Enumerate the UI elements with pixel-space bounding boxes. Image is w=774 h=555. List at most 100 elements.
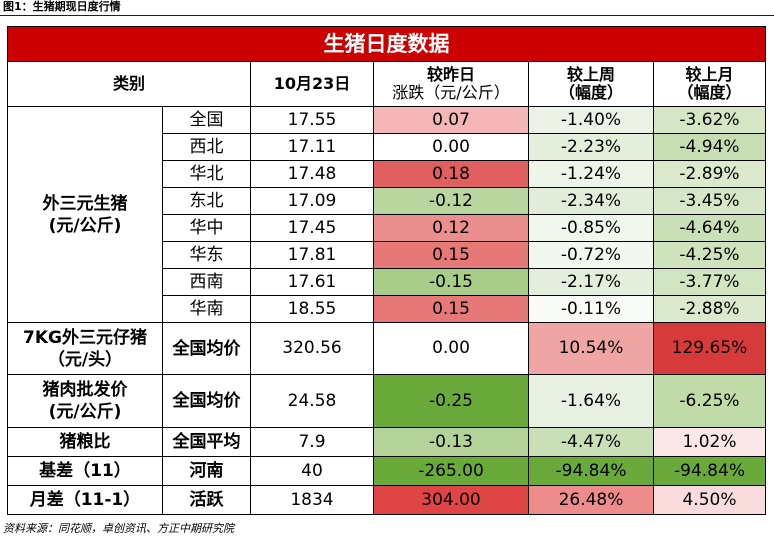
price-cell: 17.55	[250, 106, 374, 134]
header-day-change-line1: 较昨日	[426, 65, 475, 84]
source-note: 资料来源：同花顺，卓创资讯、方正中期研究院	[3, 522, 234, 535]
price-cell: 17.11	[250, 133, 374, 161]
title-rule	[0, 15, 774, 16]
price-cell: 18.55	[250, 295, 374, 323]
header-month-change: 较上月 （幅度）	[653, 61, 766, 107]
header-week-change: 较上周 （幅度）	[528, 61, 654, 107]
region-cell: 华南	[162, 295, 251, 323]
region-cell: 华北	[162, 160, 251, 188]
week-change-cell: -2.17%	[528, 268, 654, 296]
table-row-pork: 猪肉批发价 (元/公斤) 全国均价 24.58 -0.25 -1.64% -6.…	[7, 374, 766, 428]
price-cell: 17.48	[250, 160, 374, 188]
category-hog-line2: (元/公斤)	[48, 215, 122, 236]
week-change-cell: -0.72%	[528, 241, 654, 269]
day-change-cell: 0.07	[373, 106, 529, 134]
table-row: 外三元生猪 (元/公斤) 全国 17.55 0.07 -1.40% -3.62%	[7, 106, 766, 323]
category-pork-line1: 猪肉批发价	[42, 380, 128, 400]
week-change-cell: -0.11%	[528, 295, 654, 323]
day-change-cell: 0.12	[373, 214, 529, 242]
region-cell: 东北	[162, 187, 251, 215]
price-cell: 320.56	[250, 322, 374, 375]
region-cell: 西南	[162, 268, 251, 296]
month-change-cell: -4.64%	[653, 214, 766, 242]
month-change-cell: -3.45%	[653, 187, 766, 215]
category-hog: 外三元生猪 (元/公斤)	[7, 106, 163, 323]
month-change-cell: -3.77%	[653, 268, 766, 296]
month-change-cell: 4.50%	[653, 485, 766, 515]
table-row: 华南 18.55 0.15 -0.11% -2.88%	[8, 295, 766, 323]
region-cell: 全国平均	[162, 427, 251, 457]
region-cell: 河南	[162, 456, 251, 486]
table-row-basis: 基差（11） 河南 40 -265.00 -94.84% -94.84%	[7, 456, 766, 486]
day-change-cell: 0.00	[373, 133, 529, 161]
header-day-change-line2: 涨跌（元/公斤）	[392, 83, 510, 102]
week-change-cell: -1.64%	[528, 374, 654, 428]
category-basis: 基差（11）	[7, 456, 163, 486]
price-cell: 7.9	[250, 427, 374, 457]
category-pork-line2: (元/公斤)	[48, 402, 122, 422]
table-header-row: 类别 10月23日 较昨日 涨跌（元/公斤） 较上周 （幅度） 较上月 （幅度）	[7, 61, 766, 107]
category-grain-ratio: 猪粮比	[7, 427, 163, 457]
month-change-cell: -2.88%	[653, 295, 766, 323]
table-banner-row: 生猪日度数据	[7, 26, 766, 62]
figure-title: 图1：生猪期现日度行情	[3, 0, 121, 13]
day-change-cell: 304.00	[373, 485, 529, 515]
header-month-change-line2: （幅度）	[677, 83, 742, 102]
price-cell: 1834	[250, 485, 374, 515]
region-cell: 全国	[162, 106, 251, 134]
week-change-cell: 10.54%	[528, 322, 654, 375]
table-row: 华中 17.45 0.12 -0.85% -4.64%	[8, 214, 766, 242]
hog-daily-table-wrapper: 生猪日度数据 类别 10月23日 较昨日 涨跌（元/公斤） 较上周 （幅度） 较…	[7, 26, 766, 515]
hog-daily-table: 生猪日度数据 类别 10月23日 较昨日 涨跌（元/公斤） 较上周 （幅度） 较…	[7, 26, 766, 515]
week-change-cell: -1.24%	[528, 160, 654, 188]
day-change-cell: 0.18	[373, 160, 529, 188]
week-change-cell: -94.84%	[528, 456, 654, 486]
month-change-cell: 1.02%	[653, 427, 766, 457]
price-cell: 17.61	[250, 268, 374, 296]
week-change-cell: -2.23%	[528, 133, 654, 161]
table-row: 西南 17.61 -0.15 -2.17% -3.77%	[8, 268, 766, 296]
category-pork: 猪肉批发价 (元/公斤)	[7, 374, 163, 428]
month-change-cell: 129.65%	[653, 322, 766, 375]
header-category: 类别	[7, 61, 251, 107]
header-day-change: 较昨日 涨跌（元/公斤）	[373, 61, 529, 107]
table-row: 华北 17.48 0.18 -1.24% -2.89%	[8, 160, 766, 188]
week-change-cell: -1.40%	[528, 106, 654, 134]
day-change-cell: 0.15	[373, 241, 529, 269]
header-date: 10月23日	[250, 61, 374, 107]
region-cell: 西北	[162, 133, 251, 161]
category-hog-line1: 外三元生猪	[42, 193, 128, 214]
month-change-cell: -4.25%	[653, 241, 766, 269]
category-piglet-line1: 7KG外三元仔猪	[23, 327, 147, 348]
header-week-change-line2: （幅度）	[558, 83, 623, 102]
table-row-grain-ratio: 猪粮比 全国平均 7.9 -0.13 -4.47% 1.02%	[7, 427, 766, 457]
day-change-cell: 0.15	[373, 295, 529, 323]
category-piglet-line2: （元/头）	[47, 349, 123, 370]
month-change-cell: -6.25%	[653, 374, 766, 428]
price-cell: 40	[250, 456, 374, 486]
header-month-change-line1: 较上月	[685, 65, 734, 84]
price-cell: 24.58	[250, 374, 374, 428]
month-change-cell: -94.84%	[653, 456, 766, 486]
day-change-cell: -0.25	[373, 374, 529, 428]
table-banner: 生猪日度数据	[7, 26, 766, 62]
table-row: 西北 17.11 0.00 -2.23% -4.94%	[8, 133, 766, 161]
month-change-cell: -4.94%	[653, 133, 766, 161]
table-row-spread: 月差（11-1） 活跃 1834 304.00 26.48% 4.50%	[7, 485, 766, 515]
month-change-cell: -2.89%	[653, 160, 766, 188]
region-cell: 全国均价	[162, 322, 251, 375]
week-change-cell: -4.47%	[528, 427, 654, 457]
price-cell: 17.81	[250, 241, 374, 269]
day-change-cell: -0.12	[373, 187, 529, 215]
day-change-cell: -0.13	[373, 427, 529, 457]
region-cell: 活跃	[162, 485, 251, 515]
day-change-cell: -265.00	[373, 456, 529, 486]
table-row-piglet: 7KG外三元仔猪 （元/头） 全国均价 320.56 0.00 10.54% 1…	[7, 322, 766, 375]
week-change-cell: -0.85%	[528, 214, 654, 242]
day-change-cell: 0.00	[373, 322, 529, 375]
category-piglet: 7KG外三元仔猪 （元/头）	[7, 322, 163, 375]
table-row: 华东 17.81 0.15 -0.72% -4.25%	[8, 241, 766, 269]
week-change-cell: 26.48%	[528, 485, 654, 515]
category-spread: 月差（11-1）	[7, 485, 163, 515]
table-row: 东北 17.09 -0.12 -2.34% -3.45%	[8, 187, 766, 215]
